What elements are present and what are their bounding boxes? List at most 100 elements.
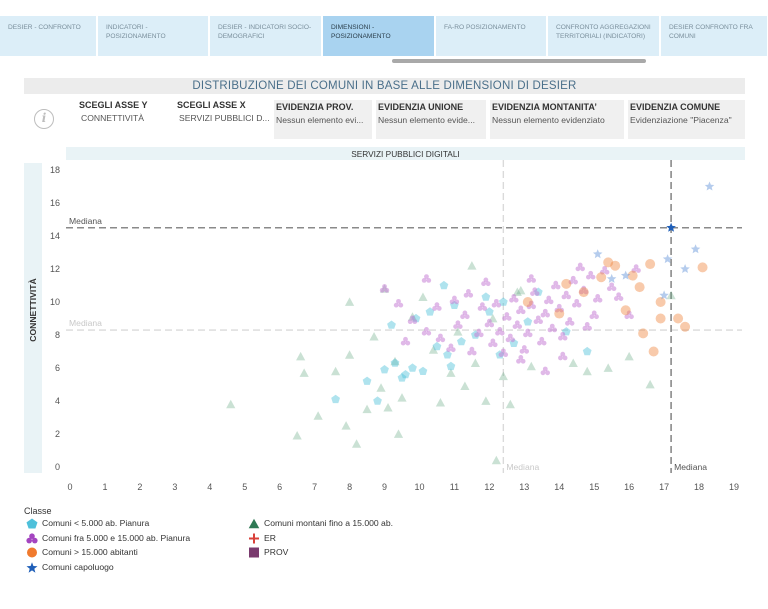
tab-indicatori-posizionamento[interactable]: INDICATORI - POSIZIONAMENTO bbox=[98, 16, 209, 56]
scatter-chart[interactable]: 0 1 2 3 4 5 6 7 8 9 10 11 12 13 14 15 16 17 18 190246810121… bbox=[0, 0, 768, 500]
point-comune-medio-pianura bbox=[589, 310, 599, 320]
point-comune-medio-pianura bbox=[558, 351, 568, 361]
point-comune-montano bbox=[505, 399, 515, 409]
y-tick-label: 4 bbox=[55, 396, 60, 406]
filter-evidenzia-montanita[interactable]: EVIDENZIA MONTANITA’ Nessun elemento evi… bbox=[490, 100, 624, 139]
point-comune-piccolo-pianura bbox=[380, 365, 389, 374]
filter-evidenzia-prov[interactable]: EVIDENZIA PROV. Nessun elemento evi... bbox=[274, 100, 372, 139]
filter-asse-x[interactable]: SCEGLI ASSE X SERVIZI PUBBLICI D... bbox=[177, 100, 270, 139]
y-tick-label: 16 bbox=[50, 198, 60, 208]
point-comune-piccolo-pianura bbox=[443, 350, 452, 359]
triangle-icon bbox=[248, 518, 260, 529]
point-comune-medio-pianura bbox=[606, 282, 617, 292]
point-comune-montano bbox=[299, 368, 309, 377]
point-comune-capoluogo bbox=[592, 249, 603, 259]
x-tick-label: 4 bbox=[207, 482, 212, 492]
x-tick-label: 6 bbox=[277, 482, 282, 492]
point-comune-grande bbox=[680, 321, 691, 332]
page-title: DISTRIBUZIONE DEI COMUNI IN BASE ALLE DI… bbox=[24, 78, 745, 94]
point-comune-medio-pianura bbox=[505, 333, 516, 343]
point-comune-montano bbox=[428, 345, 439, 354]
tab-desier-confronto-comuni[interactable]: DESIER CONFRONTO FRA COMUNI bbox=[661, 16, 768, 56]
point-comune-medio-pianura bbox=[586, 270, 596, 280]
point-comune-medio-pianura bbox=[540, 366, 550, 376]
tab-label: CONFRONTO AGGREGAZIONI TERRITORIALI (IND… bbox=[556, 24, 651, 40]
y-tick-label: 14 bbox=[50, 231, 60, 241]
point-comune-piccolo-pianura bbox=[485, 307, 494, 316]
point-comune-montano bbox=[481, 396, 491, 405]
point-comune-medio-pianura bbox=[393, 298, 404, 308]
x-tick-label: 12 bbox=[484, 482, 494, 492]
tab-dimensioni-posizionamento[interactable]: DIMENSIONI - POSIZIONAMENTO bbox=[323, 16, 435, 56]
point-comune-montano bbox=[516, 285, 526, 295]
x-tick-label: 9 bbox=[382, 482, 387, 492]
legend-label: Comuni < 5.000 ab. Pianura bbox=[42, 518, 150, 528]
x-tick-label: 17 bbox=[659, 482, 669, 492]
point-comune-grande bbox=[655, 297, 666, 307]
info-icon[interactable]: i bbox=[34, 109, 54, 129]
point-comune-medio-pianura bbox=[593, 294, 603, 303]
point-comune-piccolo-pianura bbox=[418, 366, 428, 375]
filter-asse-y[interactable]: SCEGLI ASSE Y CONNETTIVITÀ bbox=[79, 100, 171, 139]
point-comune-capoluogo bbox=[606, 273, 617, 283]
point-comune-montano bbox=[568, 358, 578, 367]
point-comune-medio-pianura bbox=[495, 327, 505, 336]
point-comune-medio-pianura bbox=[407, 315, 418, 325]
point-comune-grande bbox=[561, 278, 572, 289]
filter-evidenzia-unione[interactable]: EVIDENZIA UNIONE Nessun elemento evide..… bbox=[376, 100, 486, 139]
point-comune-medio-pianura bbox=[379, 284, 390, 293]
dashboard-tab-bar: DESIER - CONFRONTO INDICATORI - POSIZION… bbox=[0, 16, 768, 58]
point-comune-montano bbox=[390, 356, 400, 366]
y-tick-label: 12 bbox=[50, 264, 60, 274]
point-comune-capoluogo bbox=[659, 290, 669, 300]
point-comune-medio-pianura bbox=[516, 355, 526, 364]
point-comune-medio-pianura bbox=[554, 303, 564, 313]
median-label: Mediana bbox=[69, 216, 102, 226]
point-comune-grande bbox=[603, 257, 614, 268]
point-comune-grande bbox=[638, 328, 649, 339]
point-comune-medio-pianura bbox=[421, 274, 432, 283]
point-comune-medio-pianura bbox=[624, 310, 634, 320]
point-comune-montano bbox=[383, 403, 393, 412]
x-tick-label: 0 bbox=[67, 482, 72, 492]
point-comune-medio-pianura bbox=[502, 312, 512, 321]
tab-desier-confronto[interactable]: DESIER - CONFRONTO bbox=[0, 16, 97, 56]
point-comune-medio-pianura bbox=[565, 317, 575, 326]
point-comune-medio-pianura bbox=[516, 305, 526, 315]
point-comune-montano bbox=[292, 431, 302, 440]
point-comune-medio-pianura bbox=[432, 302, 442, 311]
point-comune-grande bbox=[697, 262, 708, 273]
median-label: Mediana bbox=[69, 318, 102, 328]
filter-label: SCEGLI ASSE Y bbox=[79, 100, 148, 110]
x-tick-label: 8 bbox=[347, 482, 352, 492]
point-comune-capoluogo bbox=[620, 270, 631, 280]
point-comune-medio-pianura bbox=[491, 298, 502, 308]
tab-desier-indicatori-socio-demografici[interactable]: DESIER - INDICATORI SOCIO-DEMOGRAFICI bbox=[210, 16, 322, 56]
point-comune-montano bbox=[344, 350, 355, 359]
point-comune-montano bbox=[397, 393, 407, 402]
legend-label: Comuni capoluogo bbox=[42, 562, 114, 572]
y-tick-label: 10 bbox=[50, 297, 60, 307]
point-comune-capoluogo bbox=[704, 181, 715, 191]
x-axis-title: SERVIZI PUBBLICI DIGITALI bbox=[66, 147, 745, 160]
point-comune-medio-pianura bbox=[484, 318, 495, 328]
x-tick-label: 7 bbox=[312, 482, 317, 492]
highlighted-comune-star[interactable] bbox=[666, 222, 676, 232]
tab-fa-ro-posizionamento[interactable]: FA-RO POSIZIONAMENTO bbox=[436, 16, 547, 56]
point-comune-montano bbox=[393, 429, 404, 438]
point-comune-montano bbox=[603, 363, 613, 372]
point-comune-medio-pianura bbox=[446, 343, 456, 353]
tab-confronto-aggregazioni[interactable]: CONFRONTO AGGREGAZIONI TERRITORIALI (IND… bbox=[548, 16, 660, 56]
x-tick-label: 3 bbox=[172, 482, 177, 492]
tab-scrollbar[interactable] bbox=[392, 59, 646, 63]
point-comune-grande bbox=[522, 297, 533, 307]
point-comune-piccolo-pianura bbox=[408, 363, 417, 372]
x-tick-label: 5 bbox=[242, 482, 247, 492]
legend-label: ER bbox=[264, 533, 276, 543]
point-comune-montano bbox=[624, 351, 634, 361]
point-comune-medio-pianura bbox=[526, 274, 537, 283]
filter-evidenzia-comune[interactable]: EVIDENZIA COMUNE Evidenziazione "Piacenz… bbox=[628, 100, 745, 139]
point-comune-grande bbox=[554, 308, 565, 319]
filter-label: SCEGLI ASSE X bbox=[177, 100, 246, 110]
point-comune-grande bbox=[627, 270, 638, 281]
